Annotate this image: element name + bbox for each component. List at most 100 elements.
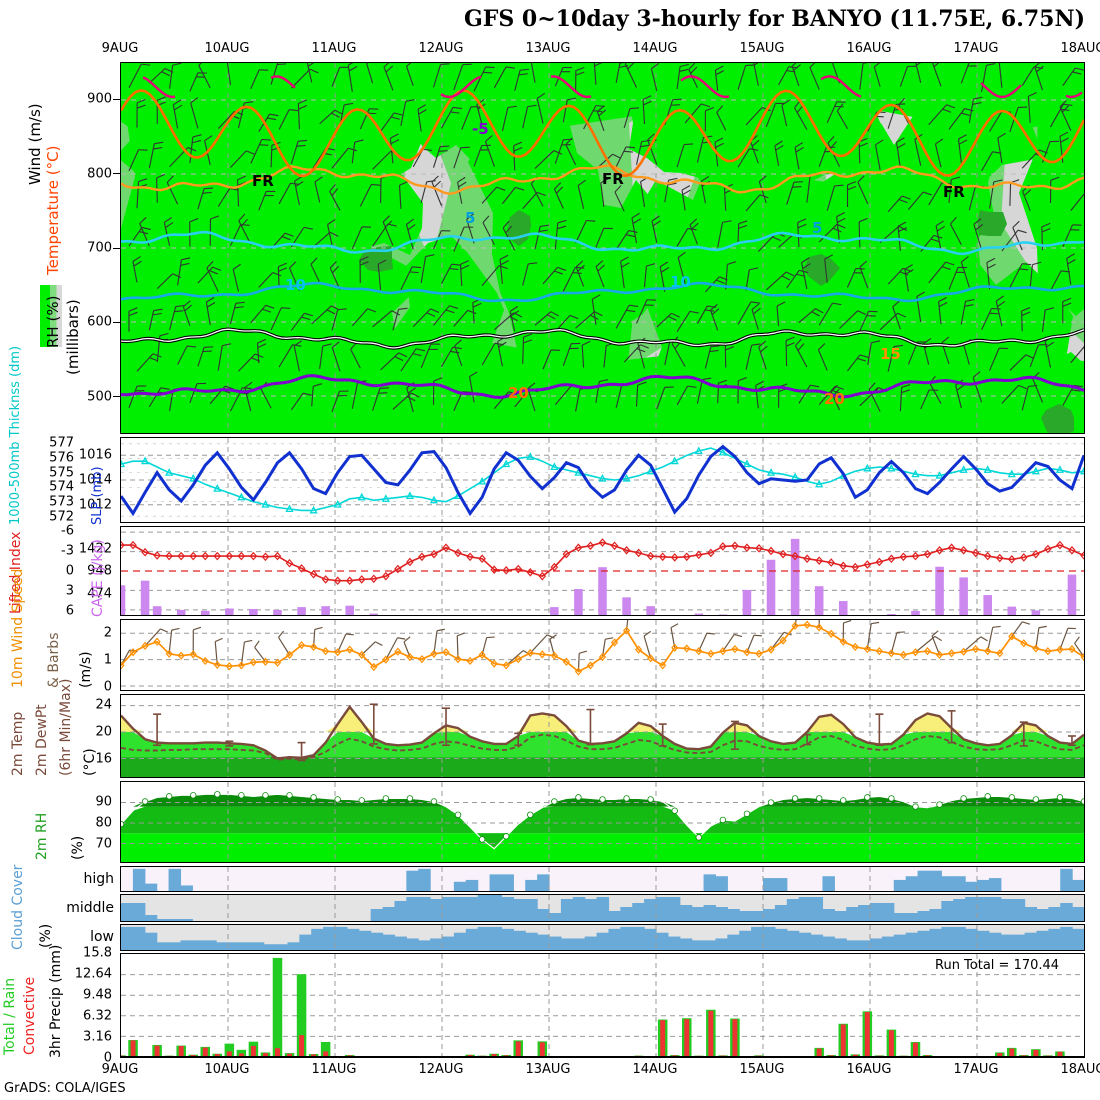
tick-label: -3 [61,543,74,559]
tick-label: 575 [49,465,74,481]
tick-label: 3 [65,583,74,599]
contour-label-10: 10 [285,276,306,294]
tick-mark [113,98,120,100]
label-precip-units: 3hr Precip (mm) [48,944,64,1058]
cloud-cover-middle-panel [120,894,1085,922]
tick-label: 576 [49,450,74,466]
date-label-9aug: 9AUG [101,41,139,56]
date-label-10aug: 10AUG [204,1062,250,1077]
date-label-12aug: 12AUG [418,41,464,56]
tick-label: 0 [103,1050,112,1066]
tick-mark [113,173,120,175]
date-label-17aug: 17AUG [953,41,999,56]
label-wind-units: (m/s) [78,651,94,688]
tick-label: 20 [95,724,112,740]
tick-label: 9.48 [83,987,112,1003]
date-label-13aug: 13AUG [525,41,571,56]
date-label-15aug: 15AUG [739,41,785,56]
label-2m-temp-units: (°C) [82,748,98,776]
tick-label: -6 [61,523,74,539]
tick-label: 572 [49,509,74,525]
label-wind-speed: 10m Wind Speed [10,568,26,688]
cape-lifted-index-panel [120,526,1085,616]
date-label-9aug: 9AUG [101,1062,139,1077]
label-upper-wind: Wind (m/s) [26,103,44,185]
date-label-14aug: 14AUG [632,1062,678,1077]
contour-label-FR: FR [943,183,965,201]
date-label-13aug: 13AUG [525,1062,571,1077]
date-label-18aug: 18AUG [1060,1062,1100,1077]
date-label-18aug: 18AUG [1060,41,1100,56]
label-2m-temp: 2m Temp [10,711,26,776]
date-label-11aug: 11AUG [311,1062,357,1077]
upper-air-panel [120,62,1085,434]
label-precip-total: Total / Rain [2,977,18,1055]
cloud-cover-low-panel [120,924,1085,951]
label-cloud-cover: Cloud Cover [10,864,26,950]
tick-label: 573 [49,494,74,510]
tick-label: 16 [95,751,112,767]
tick-mark [113,247,120,249]
tick-label: 2 [103,625,112,641]
label-upper-rh: RH (%) [44,295,62,348]
label-slp: SLP (mb) [90,466,105,525]
tick-label: 1 [103,652,112,668]
run-total-label: Run Total = 170.44 [935,958,1060,973]
label-2m-rh: 2m RH [34,812,50,860]
pressure-tick-900: 900 [87,91,112,107]
cloud-row-middle: middle [66,900,114,916]
contour-label-5: 5 [812,219,823,237]
label-2m-dewpt: 2m DewPt [34,704,50,776]
contour-label-15: 15 [880,345,901,363]
label-upper-millibars: (millibars) [64,299,82,375]
tick-label: 0 [65,563,74,579]
tick-label: 0 [103,679,112,695]
date-label-17aug: 17AUG [953,1062,999,1077]
tick-mark [113,396,120,398]
label-cape: CAPE (J/kg) [90,539,106,617]
precipitation-panel [120,953,1085,1058]
pressure-tick-700: 700 [87,240,112,256]
slp-thickness-panel [120,437,1085,523]
label-precip-convective: Convective [22,976,38,1055]
tick-label: 474 [87,586,112,601]
tick-label: 1016 [78,447,112,463]
label-thickness: 1000-500mb Thicknss (dm) [8,345,23,525]
date-label-16aug: 16AUG [846,41,892,56]
pressure-tick-800: 800 [87,166,112,182]
tick-label: 948 [87,563,112,579]
tick-mark [113,321,120,323]
date-label-11aug: 11AUG [311,41,357,56]
temperature-panel [120,694,1085,778]
label-2m-minmax: (6hr Min/Max) [58,678,74,776]
tick-label: 1014 [78,472,112,488]
date-label-15aug: 15AUG [739,1062,785,1077]
label-2m-rh-units: (%) [70,835,86,860]
tick-label: 24 [95,697,112,713]
rh-legend-swatch [40,285,62,347]
contour-label-20: 20 [824,390,845,408]
date-label-10aug: 10AUG [204,41,250,56]
tick-label: 12.64 [74,966,112,982]
tick-label: 1422 [78,541,112,556]
contour-label-FR: FR [602,170,624,188]
date-label-14aug: 14AUG [632,41,678,56]
tick-label: 6.32 [83,1008,112,1024]
label-upper-temperature: Temperature (°C) [44,145,62,275]
cloud-row-high: high [83,871,114,887]
pressure-tick-600: 600 [87,314,112,330]
tick-label: 15.8 [83,945,112,961]
tick-label: 6 [65,603,74,619]
pressure-tick-500: 500 [87,389,112,405]
contour-label-FR: FR [252,172,274,190]
tick-label: 80 [95,815,112,831]
contour-label-20: 20 [508,384,529,402]
date-label-16aug: 16AUG [846,1062,892,1077]
cloud-row-low: low [90,929,114,945]
tick-label: 70 [95,836,112,852]
cloud-cover-high-panel [120,866,1085,892]
grads-credit: GrADS: COLA/IGES [4,1081,126,1096]
tick-label: 574 [49,479,74,495]
date-label-12aug: 12AUG [418,1062,464,1077]
contour-label-5: 5 [465,209,476,227]
